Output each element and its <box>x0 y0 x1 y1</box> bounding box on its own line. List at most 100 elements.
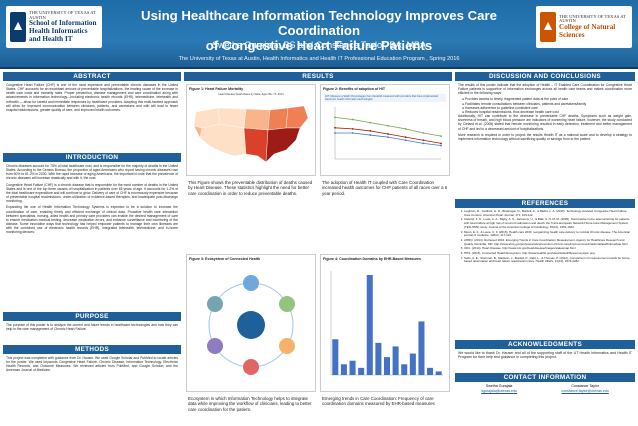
references-heading: REFERENCES <box>455 199 635 208</box>
contact-table: Swetha Gurajala sgurajala@utexas.edu Con… <box>455 382 635 395</box>
reference-item: Moon, E. F., & Louie, C. F. (2015). Heal… <box>464 230 632 238</box>
contact-email-link[interactable]: constance.taylor@utexas.edu <box>561 389 609 393</box>
data-point <box>440 142 442 145</box>
methods-text: This project was completed with guidance… <box>6 356 178 373</box>
bar <box>332 339 339 375</box>
right-column: DISCUSSION AND CONCLUSIONS The results o… <box>455 72 635 395</box>
logo-right-top: THE UNIVERSITY OF TEXAS AT AUSTIN <box>559 13 626 24</box>
reference-item: AHRQ. (2014). Retrieved 2016. Emerging T… <box>464 238 632 246</box>
figure-1-caption: Figure 1: Heart Failure Mortality <box>189 87 244 91</box>
contact-name: Swetha Gurajala <box>485 384 513 388</box>
data-point <box>369 122 372 124</box>
data-point <box>387 133 389 136</box>
data-point <box>422 142 425 145</box>
ut-tower-icon: ▲ <box>10 12 26 42</box>
bar <box>401 364 408 375</box>
data-point <box>351 128 354 131</box>
ut-tower-icon: ▲ <box>540 12 556 42</box>
data-point <box>404 136 407 139</box>
data-point <box>334 116 336 119</box>
acknowledgments-heading: ACKNOWLEDGMENTS <box>455 340 635 349</box>
poster-header: ▲ THE UNIVERSITY OF TEXAS AT AUSTIN Scho… <box>0 0 638 69</box>
reference-item: CDC. (2014). Heart Disease. http://www.c… <box>464 247 632 251</box>
data-point <box>440 144 442 147</box>
hit-adoption-line-chart <box>334 107 442 160</box>
poster-title: Using Healthcare Information Technology … <box>110 8 528 53</box>
figure-1-map-title: Heart Disease Death Rates by State, Ages… <box>218 93 284 96</box>
abstract-text: Congestive Heart Failure (CHF) is one of… <box>6 83 178 112</box>
map-region-southwest <box>199 123 247 157</box>
figure-4-description: Emerging trends in Care Coordination: Fr… <box>322 396 435 407</box>
figure-3-caption: Figure 3: Ecosystem of Connected Health <box>189 257 261 261</box>
ecosystem-node-1 <box>243 275 259 291</box>
figure-2-caption: Figure 2: Benefits of adoption of HIT <box>323 87 386 91</box>
figure-2-description: The adoption of Health IT coupled with C… <box>322 180 448 196</box>
figure-4-caption: Figure 4: Coordination Domains by EHR-Ba… <box>323 257 422 261</box>
introduction-p1: Chronic diseases account for 75% of tota… <box>6 164 178 181</box>
acknowledgments-text: We would like to thank Dr. Hauser and al… <box>458 351 632 360</box>
contact-email-link[interactable]: sgurajala@utexas.edu <box>481 389 518 393</box>
methods-heading: METHODS <box>3 345 181 354</box>
ecosystem-node-4 <box>243 359 259 375</box>
us-map-chart <box>193 105 309 163</box>
discussion-bullet: Increases adherence to guideline-consist… <box>462 106 632 110</box>
data-point <box>334 132 336 135</box>
map-region-midwest <box>267 107 289 131</box>
introduction-p3: Expanding the use of Health Information … <box>6 205 178 235</box>
bar <box>340 364 347 375</box>
discussion-bullet-list: Provides access to timely, fragmented pa… <box>458 97 632 114</box>
data-point <box>404 139 407 142</box>
contact-card: Constance Taylor constance.taylor@utexas… <box>561 384 608 393</box>
introduction-heading: INTRODUCTION <box>3 153 181 162</box>
purpose-heading: PURPOSE <box>3 312 181 321</box>
references-list: Leighton, R., Yardbird, G. R., Bhatnagar… <box>455 208 635 340</box>
cns-logo: ▲ THE UNIVERSITY OF TEXAS AT AUSTIN Coll… <box>536 6 632 48</box>
discussion-bullet: Facilitates remote consultations between… <box>462 102 632 106</box>
logo-left-main: School of Information <box>29 19 97 28</box>
logo-right-main: College of Natural Sciences <box>559 23 616 39</box>
figure-1-description: This Figure shows the preventable distri… <box>188 180 313 196</box>
figure-2-banner: HIT: Measure of EHR: Percentages from th… <box>324 94 446 103</box>
bar <box>392 346 399 375</box>
data-point <box>351 118 354 121</box>
title-line-1: Using Healthcare Information Technology … <box>141 8 497 38</box>
series-line <box>334 127 442 145</box>
authors: Swetha Gurajala, BS and Constance Taylor… <box>212 40 426 50</box>
ecosystem-node-2 <box>279 296 295 312</box>
reference-item: Cleland, J. G., Louis, A. A., Rigby, A. … <box>464 218 632 229</box>
data-point <box>404 128 407 131</box>
reference-item: Leighton, R., Yardbird, G. R., Bhatnagar… <box>464 209 632 217</box>
logo-left-top: THE UNIVERSITY OF TEXAS AT AUSTIN <box>29 9 96 20</box>
bar <box>366 275 373 375</box>
figure-2-panel: Figure 2: Benefits of adoption of HIT HI… <box>320 84 450 176</box>
bar <box>349 360 356 375</box>
ecosystem-center <box>237 311 265 339</box>
introduction-p2: Congestive Heart Failure (CHF) is a chro… <box>6 182 178 204</box>
ecosystem-node-6 <box>207 296 223 312</box>
contact-heading: CONTACT INFORMATION <box>455 373 635 382</box>
title-line-2: of Congestive Heart Failure Patients <box>205 38 433 53</box>
coordination-domains-bar-chart <box>330 271 443 376</box>
bar <box>427 367 434 375</box>
data-point <box>369 130 372 133</box>
purpose-text: The purpose of this poster is to analyze… <box>6 323 178 332</box>
data-point <box>369 134 372 137</box>
logo-left-sub: Health Informatics and Health IT <box>29 27 88 43</box>
data-point <box>387 125 389 128</box>
reference-item: HHS. (2015). Connected Health Ecosystem.… <box>464 251 632 256</box>
data-point <box>351 132 354 135</box>
figure-4-panel: Figure 4: Coordination Domains by EHR-Ba… <box>320 254 450 392</box>
figure-3-description: Ecosystem in which Information Technolog… <box>188 396 312 412</box>
discussion-p2: Additionally, HIT can contribute to the … <box>458 114 632 131</box>
data-point <box>387 136 389 139</box>
map-region-south-central <box>243 127 269 163</box>
data-point <box>440 135 442 138</box>
bar <box>383 357 391 375</box>
reference-item: Seifu, A. E., Sherman, B., Madison, J., … <box>464 256 632 264</box>
ecosystem-node-5 <box>207 338 223 354</box>
discussion-bullet: Provides access to timely, fragmented pa… <box>462 97 632 101</box>
contact-name: Constance Taylor <box>571 384 599 388</box>
figure-1-panel: Figure 1: Heart Failure Mortality Heart … <box>186 84 316 176</box>
affiliation: The University of Texas at Austin, Healt… <box>178 56 460 62</box>
bar <box>418 321 425 375</box>
